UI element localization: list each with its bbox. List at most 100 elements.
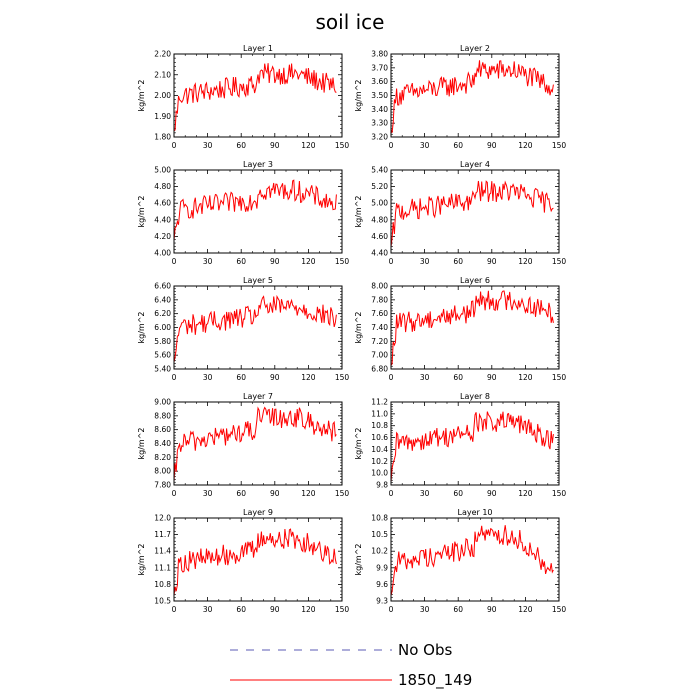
y-tick-label: 6.60 [154,282,171,291]
y-tick-label: 11.7 [154,530,171,539]
x-tick-label: 90 [487,141,497,150]
y-tick-label: 4.00 [154,249,171,258]
x-tick-label: 0 [389,489,394,498]
y-tick-label: 4.80 [154,182,171,191]
x-tick-label: 30 [420,605,430,614]
y-tick-label: 2.10 [154,70,171,79]
y-tick-label: 11.4 [154,547,171,556]
x-tick-label: 60 [453,605,463,614]
y-tick-label: 8.00 [154,467,171,476]
y-tick-label: 10.8 [371,421,388,430]
y-tick-label: 3.50 [371,91,388,100]
x-tick-label: 30 [420,257,430,266]
x-tick-label: 60 [236,141,246,150]
y-tick-label: 9.3 [376,597,388,606]
x-tick-label: 90 [270,489,280,498]
panel-title: Layer 6 [460,276,490,285]
x-tick-label: 120 [518,605,533,614]
y-tick-label: 7.40 [371,323,388,332]
y-tick-label: 8.60 [154,425,171,434]
y-tick-label: 4.20 [154,232,171,241]
x-tick-label: 30 [203,141,213,150]
series-line-1850-149 [173,528,337,596]
y-tick-label: 4.60 [154,199,171,208]
x-tick-label: 150 [552,605,567,614]
y-tick-label: 5.40 [371,166,388,175]
panel-8: Layer 8 kg/m^2 0 30 60 90 120 150 9.8 10.0 10.2 10.… [354,392,566,498]
y-tick-label: 7.20 [371,337,388,346]
panel-10: Layer 10 kg/m^2 0 30 60 90 120 150 9.3 9.6 9.9 10.2… [354,508,566,614]
panel-5: Layer 5 kg/m^2 0 30 60 90 120 150 5.40 5.60 5.80 6.… [137,276,349,382]
x-tick-label: 60 [236,605,246,614]
x-tick-label: 30 [420,373,430,382]
x-tick-label: 150 [552,373,567,382]
y-axis-label: kg/m^2 [354,428,363,460]
plot-frame [173,285,343,370]
x-tick-label: 0 [172,257,177,266]
y-tick-label: 1.90 [154,112,171,121]
y-tick-label: 6.20 [154,309,171,318]
x-tick-label: 60 [453,373,463,382]
x-tick-label: 150 [552,489,567,498]
y-tick-label: 9.00 [154,398,171,407]
x-tick-label: 60 [453,257,463,266]
panel-title: Layer 10 [457,508,492,517]
x-tick-label: 120 [301,489,316,498]
y-tick-label: 5.60 [154,351,171,360]
x-tick-label: 0 [389,257,394,266]
x-tick-label: 150 [335,373,350,382]
panel-9: Layer 9 kg/m^2 0 30 60 90 120 150 10.5 10.8 11.1 11… [137,508,349,614]
y-axis-label: kg/m^2 [137,428,146,460]
y-tick-label: 11.2 [371,398,388,407]
plot-frame [390,401,560,486]
x-tick-label: 30 [420,141,430,150]
panel-6: Layer 6 kg/m^2 0 30 60 90 120 150 6.80 7.00 7.20 7.… [354,276,566,382]
y-tick-label: 8.00 [371,282,388,291]
y-tick-label: 10.8 [154,580,171,589]
plot-frame [173,53,343,138]
legend: No Obs 1850_149 [230,641,472,690]
x-tick-label: 120 [301,141,316,150]
y-tick-label: 7.80 [371,295,388,304]
x-tick-label: 120 [518,257,533,266]
y-axis-label: kg/m^2 [137,312,146,344]
series-line-1850-149 [173,179,337,241]
x-tick-label: 150 [552,141,567,150]
x-tick-label: 90 [270,257,280,266]
panel-title: Layer 9 [243,508,273,517]
panels: Layer 1 kg/m^2 0 30 60 90 120 150 1.80 1.90 2.00 2.… [137,44,566,614]
y-tick-label: 8.20 [154,453,171,462]
series-line-1850-149 [390,180,554,248]
x-tick-label: 0 [172,605,177,614]
panel-4: Layer 4 kg/m^2 0 30 60 90 120 150 4.40 4.60 4.80 5.… [354,160,566,266]
y-axis-label: kg/m^2 [354,196,363,228]
x-tick-label: 120 [518,489,533,498]
y-tick-label: 6.80 [371,365,388,374]
x-tick-label: 120 [518,141,533,150]
y-tick-label: 10.4 [371,445,388,454]
y-tick-label: 4.40 [154,215,171,224]
x-tick-label: 90 [487,257,497,266]
x-tick-label: 90 [270,373,280,382]
y-tick-label: 5.20 [371,182,388,191]
panel-title: Layer 1 [243,44,273,53]
y-tick-label: 3.30 [371,119,388,128]
plot-frame [390,517,560,602]
y-axis-label: kg/m^2 [354,80,363,112]
x-tick-label: 30 [420,489,430,498]
y-tick-label: 6.40 [154,295,171,304]
x-tick-label: 30 [203,373,213,382]
y-tick-label: 3.60 [371,77,388,86]
x-tick-label: 30 [203,489,213,498]
series-line-1850-149 [173,63,337,132]
y-axis-label: kg/m^2 [354,544,363,576]
y-tick-label: 6.00 [154,323,171,332]
panel-title: Layer 3 [243,160,273,169]
x-tick-label: 0 [172,141,177,150]
y-tick-label: 5.80 [154,337,171,346]
panel-title: Layer 4 [460,160,490,169]
y-tick-label: 4.60 [371,232,388,241]
y-tick-label: 8.40 [154,439,171,448]
x-tick-label: 60 [236,373,246,382]
